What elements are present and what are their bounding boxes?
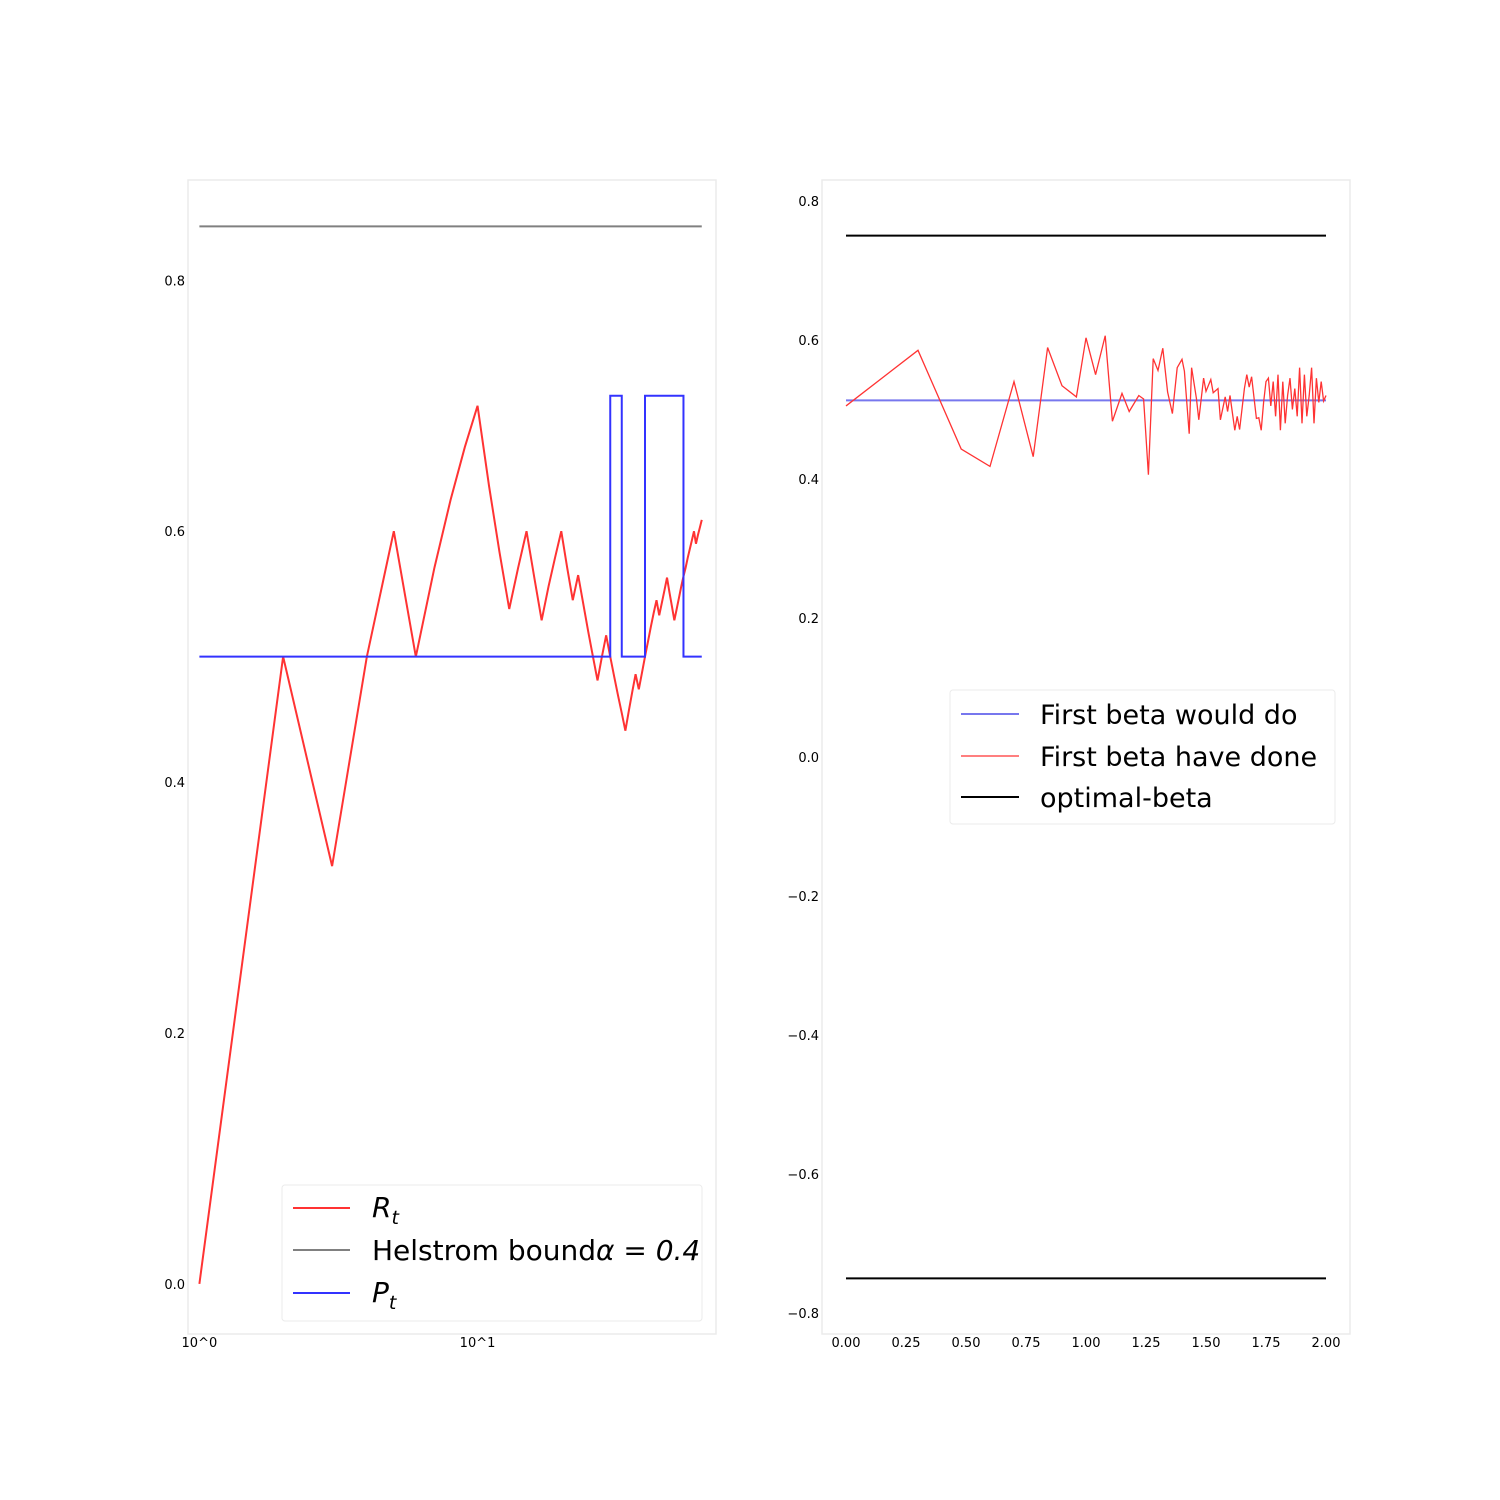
legend-entry-helstrom-bound: Helstrom boundα = 0.4 bbox=[293, 1234, 700, 1267]
legend-entry-first-beta-would-do: First beta would do bbox=[961, 700, 1297, 731]
right-plot-series bbox=[845, 234, 1327, 1280]
y-tick-label: −0.2 bbox=[787, 890, 819, 905]
y-tick-label: 0.8 bbox=[164, 274, 185, 289]
right-plot-legend: First beta would do First beta have done… bbox=[949, 689, 1336, 825]
y-tick-label: 0.0 bbox=[798, 751, 819, 766]
y-tick-label: 0.4 bbox=[164, 776, 185, 791]
x-tick-label: 1.75 bbox=[1252, 1336, 1281, 1351]
series-line-rt bbox=[198, 405, 703, 1284]
x-tick-label: 0.00 bbox=[832, 1336, 861, 1351]
right-plot-y-ticks: −0.8 −0.6 −0.4 −0.2 0.0 0.2 0.4 0.6 0.8 bbox=[787, 195, 819, 1322]
y-tick-label: 0.6 bbox=[164, 525, 185, 540]
x-tick-label: 0.50 bbox=[952, 1336, 981, 1351]
x-tick-label: 0.75 bbox=[1012, 1336, 1041, 1351]
left-plot-frame bbox=[187, 179, 717, 1335]
legend-entry-p-t: Pt bbox=[293, 1276, 398, 1314]
left-legend-box bbox=[281, 1184, 703, 1322]
left-plot-legend: Rt Helstrom boundα = 0.4 Pt bbox=[281, 1184, 703, 1322]
y-tick-label: 0.2 bbox=[164, 1027, 185, 1042]
y-tick-label: −0.4 bbox=[787, 1029, 819, 1044]
y-tick-label: −0.6 bbox=[787, 1168, 819, 1183]
legend-entry-r-t: Rt bbox=[293, 1191, 400, 1229]
legend-entry-optimal-beta: optimal-beta bbox=[961, 783, 1213, 814]
legend-entry-first-beta-have-done: First beta have done bbox=[961, 742, 1317, 773]
legend-label-r-t: Rt bbox=[372, 1191, 400, 1229]
x-tick-label: 1.00 bbox=[1072, 1336, 1101, 1351]
series-line-first-beta-have-done bbox=[845, 335, 1327, 475]
legend-label-first-beta-would-do: First beta would do bbox=[1040, 700, 1297, 731]
left-plot-y-ticks: 0.0 0.2 0.4 0.6 0.8 bbox=[164, 274, 185, 1292]
left-plot: 0.0 0.2 0.4 0.6 0.8 10^0 10^1 Rt Helstrom bou… bbox=[164, 179, 717, 1351]
y-tick-label: 0.8 bbox=[798, 195, 819, 210]
x-tick-label: 2.00 bbox=[1312, 1336, 1341, 1351]
left-plot-series bbox=[198, 225, 703, 1284]
right-plot-frame bbox=[821, 179, 1351, 1335]
x-tick-label: 10^1 bbox=[460, 1336, 496, 1351]
y-tick-label: 0.4 bbox=[798, 473, 819, 488]
y-tick-label: −0.8 bbox=[787, 1307, 819, 1322]
legend-label-p-t: Pt bbox=[372, 1276, 398, 1314]
y-tick-label: 0.0 bbox=[164, 1278, 185, 1293]
left-plot-x-ticks: 10^0 10^1 bbox=[182, 1336, 496, 1351]
legend-label-optimal-beta: optimal-beta bbox=[1040, 783, 1213, 814]
y-tick-label: 0.6 bbox=[798, 334, 819, 349]
x-tick-label: 0.25 bbox=[892, 1336, 921, 1351]
series-line-pt bbox=[199, 394, 702, 658]
right-plot: −0.8 −0.6 −0.4 −0.2 0.0 0.2 0.4 0.6 0.8 0.00 0.25… bbox=[787, 179, 1351, 1351]
right-plot-x-ticks: 0.00 0.25 0.50 0.75 1.00 1.25 1.50 1.75 2.00 bbox=[832, 1336, 1341, 1351]
x-tick-label: 1.50 bbox=[1192, 1336, 1221, 1351]
legend-label-helstrom-bound: Helstrom boundα = 0.4 bbox=[372, 1234, 700, 1267]
legend-label-first-beta-have-done: First beta have done bbox=[1040, 742, 1317, 773]
x-tick-label: 10^0 bbox=[182, 1336, 218, 1351]
right-legend-box bbox=[949, 689, 1336, 825]
y-tick-label: 0.2 bbox=[798, 612, 819, 627]
x-tick-label: 1.25 bbox=[1132, 1336, 1161, 1351]
